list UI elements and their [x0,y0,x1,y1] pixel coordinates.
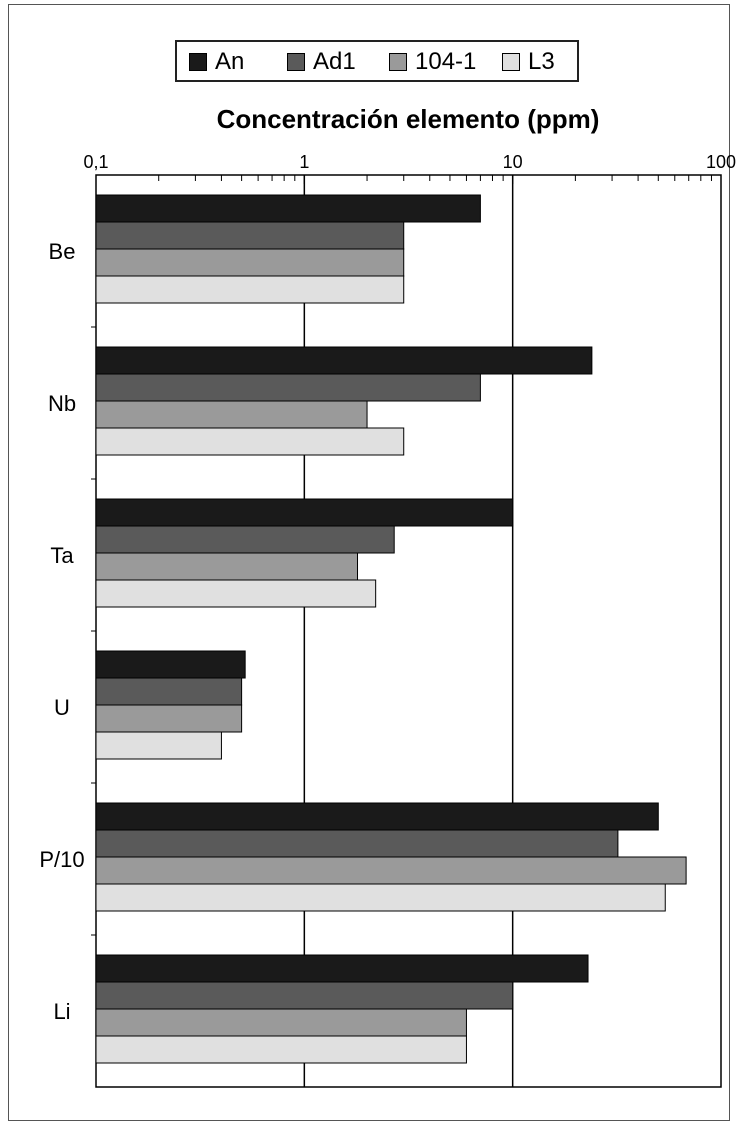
bar [95,829,619,858]
bar [95,221,405,250]
bar [95,427,405,456]
y-tick-label: P/10 [39,847,84,872]
legend-item-an: An [189,49,244,75]
y-tick-label: Be [49,239,76,264]
bar [95,802,659,831]
legend-swatch-l3 [502,53,520,71]
bar [95,525,395,554]
bar [95,856,687,885]
bar [95,346,593,375]
x-axis-title: Concentración elemento (ppm) [216,104,600,134]
bar [95,373,481,402]
bar [95,650,246,679]
bar [95,400,368,429]
bar [95,498,514,527]
legend-label-104-1: 104-1 [415,48,477,75]
y-tick-label: Nb [48,391,76,416]
bar [95,579,377,608]
y-tick-label: Ta [50,543,74,568]
x-tick-label: 100 [706,152,736,172]
bar [95,1008,467,1037]
bar [95,954,589,983]
plot-frame [95,174,722,1088]
bar [95,275,405,304]
legend: An Ad1 104-1 L3 [175,40,579,82]
bar [95,883,666,912]
legend-swatch-ad1 [287,53,305,71]
bar [95,677,243,706]
x-tick-label: 10 [503,152,523,172]
bar [95,1035,467,1064]
legend-label-an: An [215,48,245,75]
x-tick-label: 1 [299,152,309,172]
legend-label-ad1: Ad1 [313,48,356,75]
legend-label-l3: L3 [528,48,555,75]
legend-swatch-104-1 [389,53,407,71]
chart-frame [8,4,730,1121]
y-tick-label: U [54,695,70,720]
legend-item-l3: L3 [502,49,555,75]
legend-swatch-an [189,53,207,71]
legend-item-104-1: 104-1 [389,49,476,75]
bar [95,552,359,581]
bar [95,731,222,760]
bar [95,981,514,1010]
legend-item-ad1: Ad1 [287,49,356,75]
bar [95,248,405,277]
bar [95,704,243,733]
x-tick-label: 0,1 [83,152,108,172]
y-tick-label: Li [53,999,70,1024]
bar [95,194,481,223]
